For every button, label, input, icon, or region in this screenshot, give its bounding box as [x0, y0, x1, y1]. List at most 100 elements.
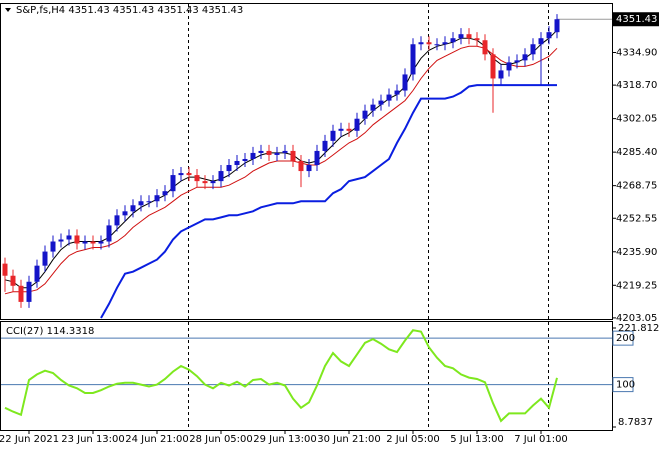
- y-tick-label: 4302.05: [616, 114, 657, 125]
- x-tick-label: 23 Jun 13:00: [61, 434, 125, 445]
- y-tick-label: 4268.75: [616, 181, 657, 192]
- candle-body: [450, 38, 456, 43]
- candle-body: [434, 44, 440, 46]
- y-tick-label: 4285.40: [616, 147, 657, 158]
- candle-body: [474, 38, 480, 41]
- candle-body: [98, 241, 104, 244]
- candle-body: [338, 128, 344, 131]
- indicator-line: [4, 29, 558, 289]
- x-tick-label: 28 Jun 05:00: [189, 434, 253, 445]
- candle-body: [394, 90, 400, 95]
- candle-body: [522, 54, 528, 61]
- indicator-line: [4, 45, 558, 295]
- candle-body: [90, 241, 96, 244]
- candle-body: [426, 42, 432, 45]
- x-tick-label: 30 Jun 21:00: [317, 434, 381, 445]
- candle-body: [186, 173, 192, 176]
- candle-body: [154, 195, 160, 202]
- candle-body: [490, 54, 496, 79]
- x-tick-label: 7 Jul 01:00: [514, 434, 568, 445]
- main-frame: [0, 3, 613, 320]
- candle-body: [274, 152, 280, 155]
- candle-body: [498, 70, 504, 79]
- level-box: [612, 377, 634, 393]
- cci-frame: [0, 321, 613, 431]
- level-label: 200: [616, 333, 635, 344]
- candle-body: [506, 62, 512, 71]
- candle-body: [50, 241, 56, 252]
- candle-body: [194, 175, 200, 182]
- x-tick-label: 24 Jun 21:00: [125, 434, 189, 445]
- candle-body: [378, 100, 384, 105]
- candle-body: [322, 140, 328, 151]
- candle-body: [26, 281, 32, 302]
- candle-body: [250, 152, 256, 159]
- last-price-box: [613, 12, 659, 27]
- candle-body: [170, 175, 176, 192]
- candle-body: [298, 160, 304, 172]
- candle-body: [314, 150, 320, 166]
- candle-body: [290, 150, 296, 161]
- y-tick-label: 4318.70: [616, 80, 657, 91]
- candle-body: [554, 19, 560, 33]
- candle-body: [66, 235, 72, 240]
- indicator-line: [100, 84, 557, 319]
- candle-body: [42, 251, 48, 266]
- y-tick-label: 4235.90: [616, 247, 657, 258]
- candle-body: [482, 40, 488, 55]
- candle-body: [402, 74, 408, 91]
- candle-body: [466, 34, 472, 39]
- x-tick-label: 2 Jul 05:00: [386, 434, 440, 445]
- candle-body: [442, 42, 448, 45]
- y-tick-label: 4351.43: [616, 14, 657, 25]
- candle-body: [514, 60, 520, 63]
- candle-body: [354, 118, 360, 131]
- candle-body: [210, 181, 216, 184]
- candle-body: [178, 173, 184, 176]
- period-separators: [188, 4, 549, 430]
- y-tick-label: 4219.25: [616, 280, 657, 291]
- candle-body: [218, 171, 224, 182]
- candle-body: [330, 130, 336, 141]
- candle-body: [18, 285, 24, 302]
- y-tick-label: 4252.55: [616, 213, 657, 224]
- candle-body: [114, 215, 120, 226]
- candle-body: [242, 158, 248, 161]
- candle-body: [226, 165, 232, 172]
- candle-body: [234, 160, 240, 166]
- candle-body: [106, 225, 112, 242]
- level-label: 100: [616, 380, 635, 391]
- candle-body: [530, 44, 536, 55]
- candle-body: [258, 150, 264, 153]
- x-tick-label: 22 Jun 2021: [0, 434, 59, 445]
- cci-line: [4, 329, 558, 423]
- y-tick-label: 4334.90: [616, 48, 657, 59]
- candle-body: [130, 205, 136, 212]
- candle-body: [410, 44, 416, 75]
- candle-body: [162, 191, 168, 196]
- candle-body: [122, 211, 128, 216]
- y-tick-label: 221.812: [618, 323, 659, 334]
- candle-body: [370, 104, 376, 111]
- candle-body: [34, 265, 40, 282]
- candle-body: [546, 32, 552, 39]
- cci-title: CCI(27) 114.3318: [6, 326, 94, 337]
- x-tick-label: 29 Jun 13:00: [253, 434, 317, 445]
- y-tick-label: 8.7837: [618, 417, 653, 428]
- level-box: [612, 330, 634, 346]
- candle-body: [458, 34, 464, 39]
- chart-title: S&P,fs,H4 4351.43 4351.43 4351.43 4351.4…: [16, 5, 243, 16]
- menu-arrow[interactable]: [5, 8, 11, 12]
- candle-body: [306, 165, 312, 172]
- candle-body: [282, 150, 288, 153]
- candle-body: [10, 275, 16, 286]
- candle-body: [346, 128, 352, 131]
- candle-body: [362, 110, 368, 119]
- y-tick-label: 4203.05: [616, 313, 657, 324]
- candle-body: [138, 201, 144, 206]
- candle-body: [82, 241, 88, 244]
- candle-body: [74, 235, 80, 244]
